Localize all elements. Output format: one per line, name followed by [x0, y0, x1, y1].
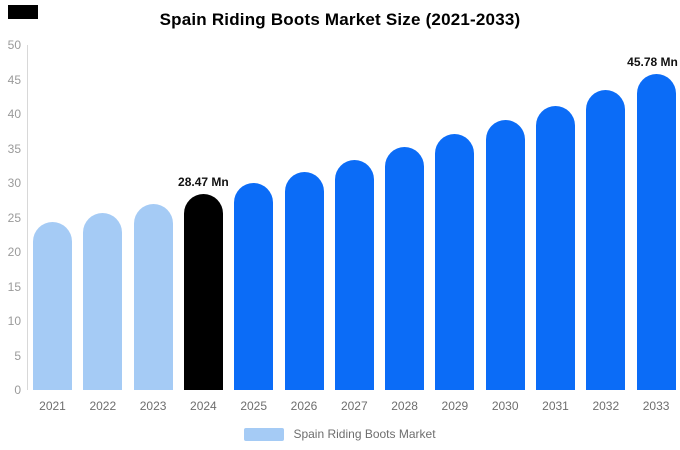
y-tick-label: 15 [7, 279, 21, 294]
bar-2021 [33, 222, 72, 390]
x-tick-label: 2024 [190, 399, 217, 413]
bar-2028 [385, 147, 425, 390]
y-tick-label: 10 [7, 314, 21, 328]
legend[interactable]: Spain Riding Boots Market [0, 427, 680, 441]
x-tick-label: 2025 [240, 399, 268, 413]
bar-2027 [334, 159, 374, 390]
bar-2031 [536, 105, 575, 390]
legend-label[interactable]: Spain Riding Boots Market [293, 427, 436, 441]
y-tick-label: 0 [14, 383, 21, 397]
y-tick-label: 5 [14, 348, 21, 363]
y-tick-label: 25 [7, 210, 21, 225]
y-tick-label: 20 [7, 245, 21, 259]
x-tick-label: 2023 [139, 399, 167, 413]
bar-2023 [133, 203, 173, 390]
x-tick-label: 2033 [642, 399, 670, 413]
bar-2030 [485, 120, 525, 390]
chart-title: Spain Riding Boots Market Size (2021-203… [159, 10, 521, 29]
y-tick-label: 30 [7, 176, 21, 190]
x-tick-label: 2030 [491, 399, 519, 413]
y-tick-label: 45 [7, 72, 21, 87]
y-axis-line [27, 45, 28, 390]
value-label-2024: 28.47 Mn [178, 174, 229, 189]
y-tick-label: 40 [7, 107, 21, 121]
x-tick-label: 2031 [542, 399, 569, 413]
x-tick-label: 2022 [89, 399, 117, 413]
legend-swatch[interactable] [244, 427, 285, 441]
y-tick-label: 50 [7, 38, 21, 52]
x-tick-label: 2029 [441, 399, 469, 413]
x-tick-label: 2028 [391, 399, 418, 413]
corner-mark [8, 5, 38, 19]
bar-2026 [284, 171, 324, 390]
bar-2025 [234, 182, 274, 390]
bar-2029 [435, 134, 475, 390]
x-tick-label: 2032 [592, 399, 620, 413]
y-tick-label: 35 [7, 141, 21, 156]
value-label-2033: 45.78 Mn [627, 55, 678, 70]
x-tick-label: 2027 [340, 399, 368, 413]
bar-2033 [636, 74, 676, 390]
bar-2032 [586, 90, 626, 390]
bar-2022 [83, 213, 123, 390]
x-tick-label: 2026 [290, 399, 318, 413]
bar-2024 [183, 193, 223, 390]
x-tick-label: 2021 [39, 399, 66, 413]
